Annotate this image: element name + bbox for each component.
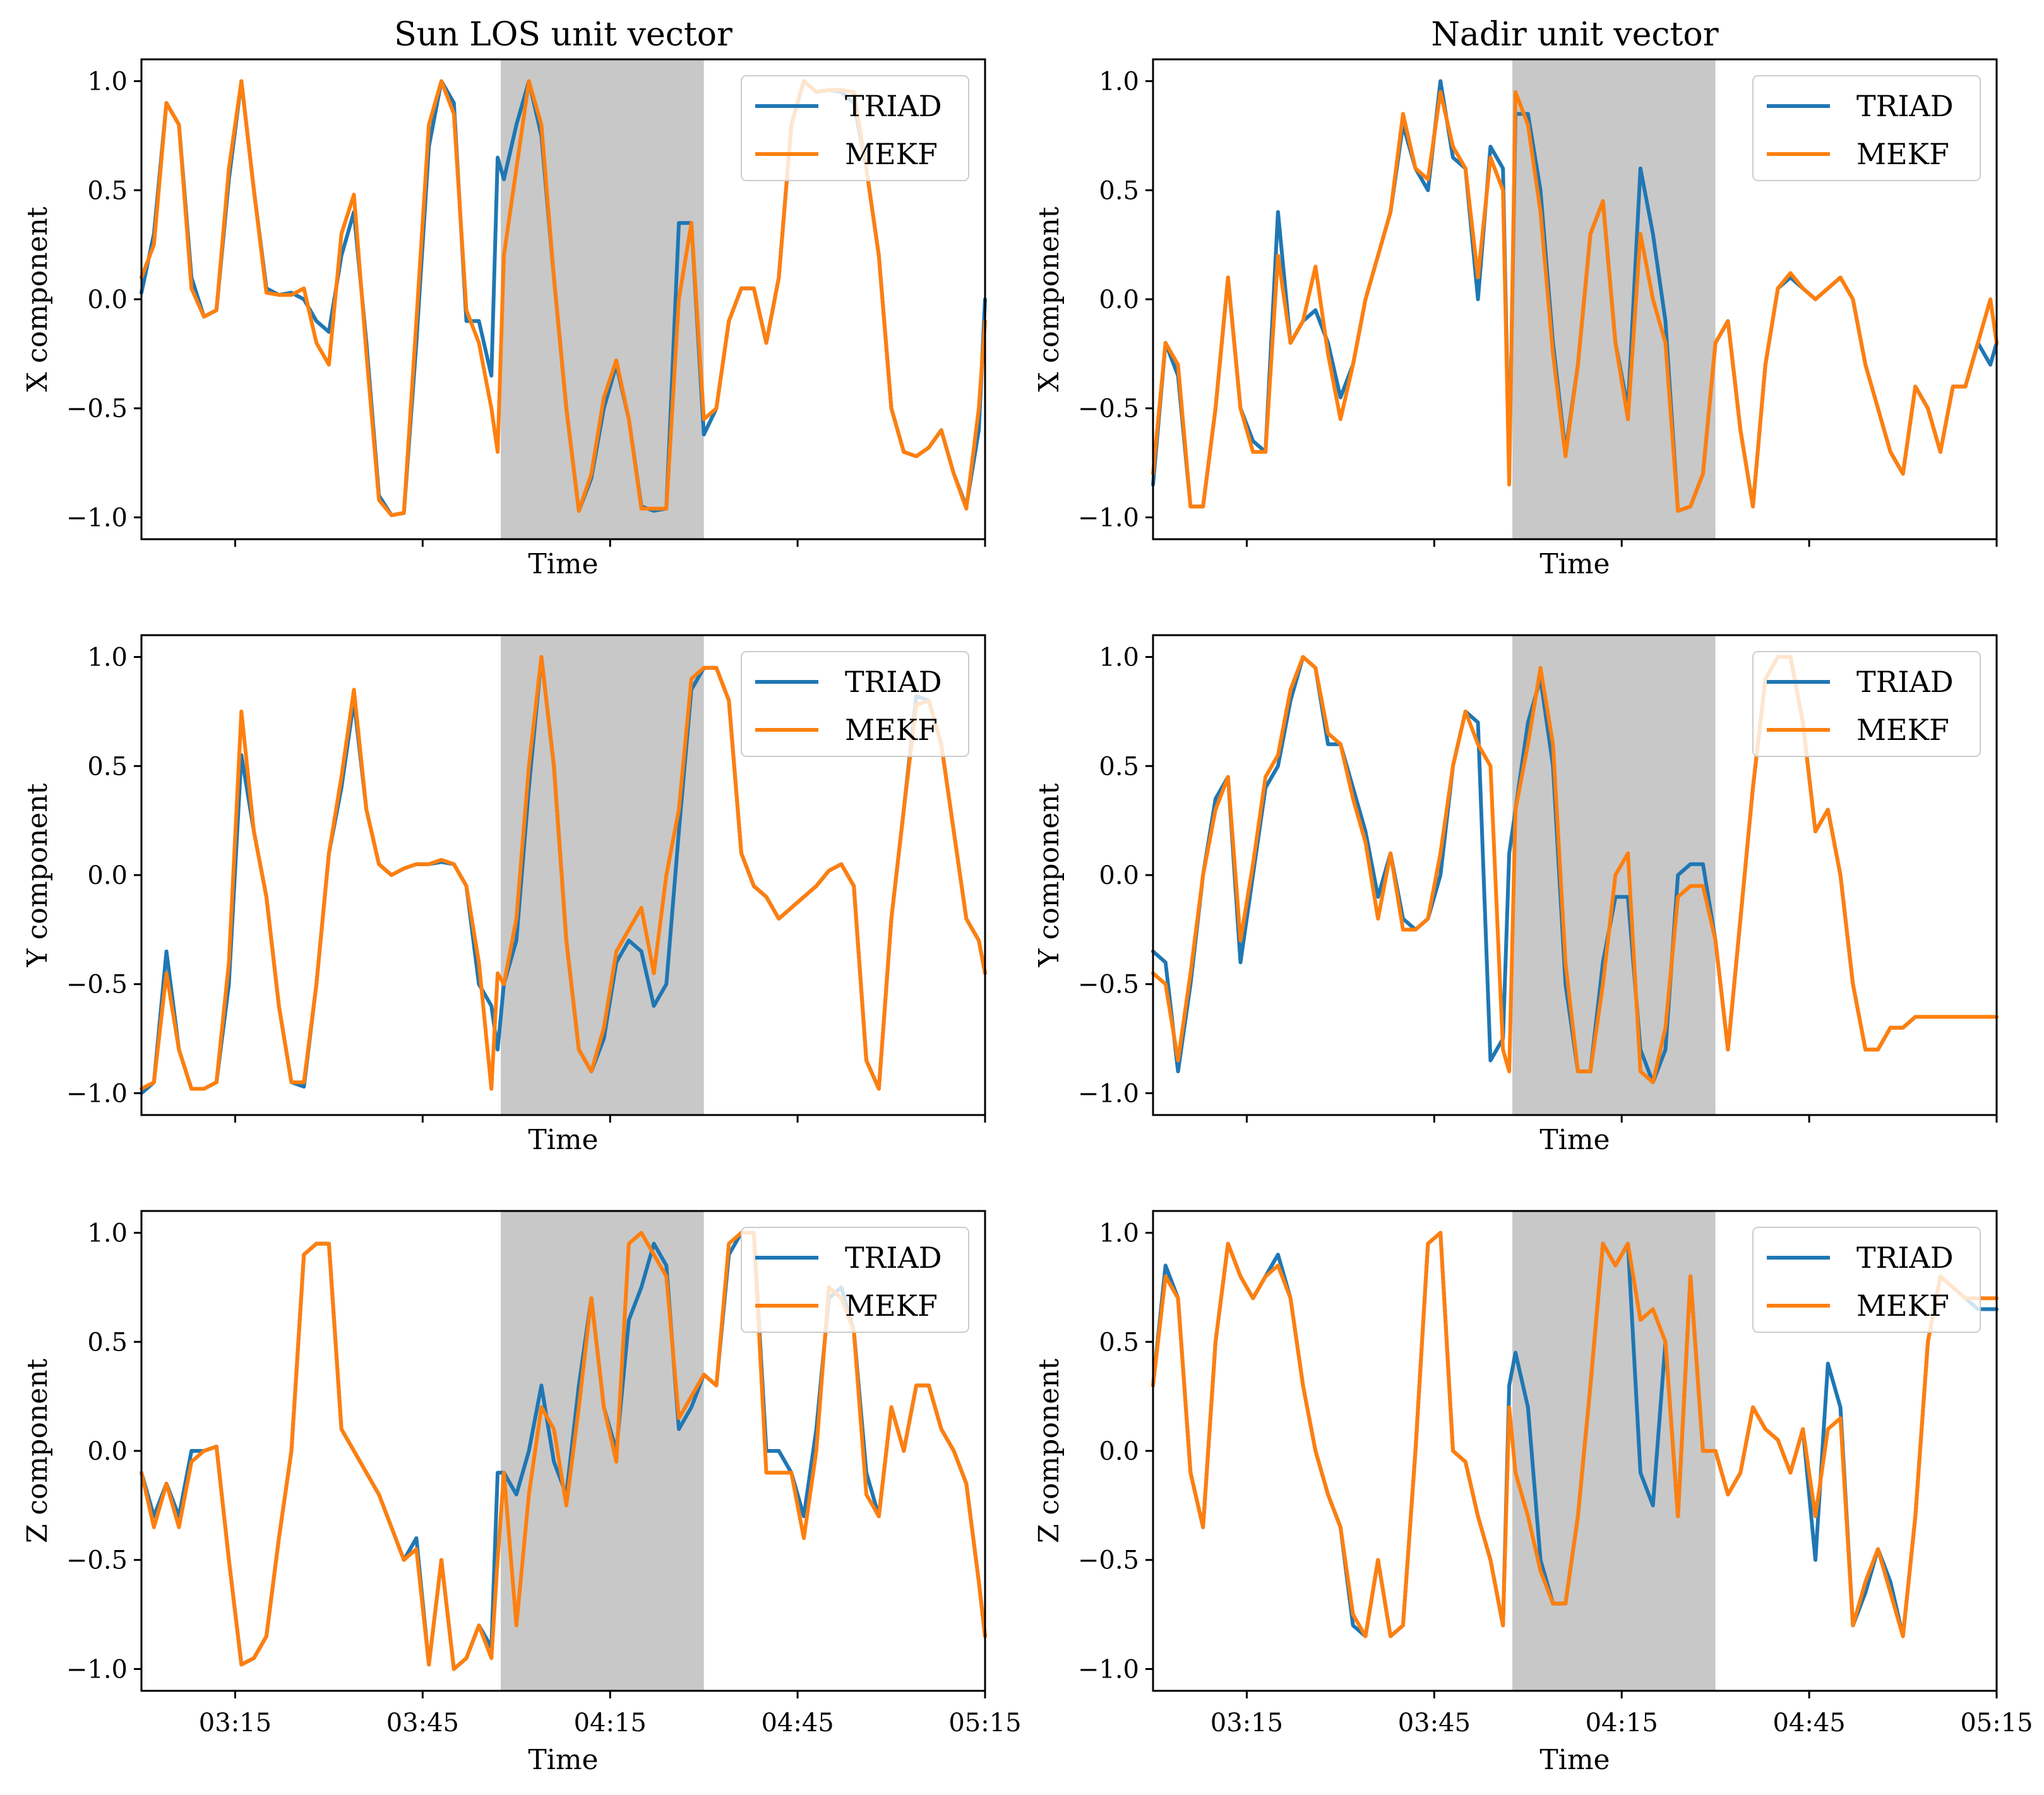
legend-label: TRIAD [845, 89, 942, 123]
panel-nadir-y: −1.0 −0.5 0.0 0.5 1.0 Time Y component TRIAD MEK… [1033, 634, 1999, 1156]
legend: TRIAD MEKF [741, 1227, 969, 1333]
x-tick-label: 05:15 [948, 1709, 1021, 1738]
panel-sun-y: −1.0 −0.5 0.0 0.5 1.0 Time Y component TRIAD MEK… [21, 634, 987, 1156]
x-tick-label: 05:15 [1960, 1709, 2033, 1738]
x-tick-label: 03:15 [199, 1709, 272, 1738]
x-tick-label: 03:45 [386, 1709, 459, 1738]
y-tick-label: 1.0 [1099, 643, 1139, 672]
y-tick-label: −1.0 [1078, 1655, 1139, 1684]
legend-label: TRIAD [1856, 1241, 1954, 1275]
series-line-mekf [1151, 1231, 1999, 1638]
shaded-region [1512, 59, 1716, 539]
y-axis-label: Y component [21, 783, 54, 967]
legend: TRIAD MEKF [741, 75, 969, 181]
y-tick-label: 1.0 [1099, 68, 1139, 97]
y-tick-label: 0.5 [87, 1328, 128, 1357]
y-tick-label: 0.0 [1099, 861, 1139, 890]
series-line-mekf [140, 655, 987, 1091]
x-tick-label: 04:15 [574, 1709, 647, 1738]
legend-label: TRIAD [1856, 665, 1954, 699]
y-tick-label: 0.0 [87, 285, 128, 314]
y-tick-label: −0.5 [66, 1546, 128, 1575]
x-tick-label: 03:15 [1210, 1709, 1283, 1738]
x-axis-label: Time [528, 1124, 598, 1156]
x-axis-label: Time [1539, 1744, 1610, 1776]
legend: TRIAD MEKF [1752, 75, 1981, 181]
panel-sun-x: −1.0 −0.5 0.0 0.5 1.0 Time X component TRIAD MEK… [21, 58, 987, 580]
x-tick-label: 03:45 [1398, 1709, 1471, 1738]
y-axis-label: X component [21, 206, 54, 392]
column-title: Nadir unit vector [1431, 16, 1718, 54]
y-tick-label: 0.5 [1099, 176, 1139, 205]
legend-label: TRIAD [845, 665, 942, 699]
y-tick-label: 1.0 [87, 1219, 128, 1248]
legend-label: MEKF [845, 1289, 938, 1323]
y-tick-label: 0.5 [1099, 752, 1139, 781]
panel-nadir-x: −1.0 −0.5 0.0 0.5 1.0 Time X component TRIAD MEK… [1033, 58, 1999, 580]
y-tick-label: −0.5 [66, 395, 128, 424]
x-axis-label: Time [1539, 548, 1610, 580]
legend: TRIAD MEKF [1752, 1227, 1981, 1333]
y-tick-label: −0.5 [1078, 970, 1139, 999]
y-tick-label: 1.0 [87, 643, 128, 672]
x-axis-label: Time [528, 1744, 598, 1776]
y-tick-label: −1.0 [1078, 503, 1139, 532]
y-tick-label: −1.0 [66, 1655, 128, 1684]
y-tick-label: 0.0 [87, 1437, 128, 1466]
y-tick-label: 0.0 [87, 861, 128, 890]
panel-nadir-z: −1.0 −0.5 0.0 0.5 1.0 03:15 03:45 04:15 04:45 05:… [1033, 1210, 2033, 1776]
y-tick-label: 0.5 [1099, 1328, 1139, 1357]
x-axis-label: Time [1539, 1124, 1610, 1156]
x-axis-label: Time [528, 548, 598, 580]
y-tick-label: −0.5 [66, 970, 128, 999]
shaded-region [501, 1211, 704, 1691]
y-tick-label: 1.0 [87, 68, 128, 97]
y-tick-label: 0.5 [87, 176, 128, 205]
legend-label: MEKF [1856, 137, 1949, 171]
y-tick-label: −0.5 [1078, 1546, 1139, 1575]
shaded-region [1512, 1211, 1716, 1691]
x-tick-label: 04:45 [761, 1709, 834, 1738]
x-tick-label: 04:45 [1772, 1709, 1845, 1738]
y-tick-label: 1.0 [1099, 1219, 1139, 1248]
panel-sun-z: −1.0 −0.5 0.0 0.5 1.0 03:15 03:45 04:15 04:45 05:… [21, 1210, 1022, 1776]
y-tick-label: −0.5 [1078, 395, 1139, 424]
y-tick-label: 0.0 [1099, 285, 1139, 314]
legend-label: MEKF [1856, 713, 1949, 747]
legend-label: MEKF [845, 713, 938, 747]
legend-label: TRIAD [845, 1241, 942, 1275]
legend-label: MEKF [845, 137, 938, 171]
y-tick-label: 0.5 [87, 752, 128, 781]
y-axis-label: X component [1033, 206, 1065, 392]
x-tick-label: 04:15 [1586, 1709, 1658, 1738]
y-tick-label: −1.0 [66, 1079, 128, 1108]
legend-label: MEKF [1856, 1289, 1949, 1323]
y-axis-label: Z component [21, 1358, 54, 1543]
y-axis-label: Y component [1033, 783, 1065, 967]
legend: TRIAD MEKF [1752, 651, 1981, 757]
y-tick-label: 0.0 [1099, 1437, 1139, 1466]
y-tick-label: −1.0 [1078, 1079, 1139, 1108]
legend-label: TRIAD [1856, 89, 1954, 123]
y-tick-label: −1.0 [66, 503, 128, 532]
column-title: Sun LOS unit vector [394, 16, 732, 54]
shaded-region [501, 59, 704, 539]
series-line-mekf [1151, 90, 1999, 513]
legend: TRIAD MEKF [741, 651, 969, 757]
y-axis-label: Z component [1033, 1358, 1065, 1543]
series-line-mekf [1151, 655, 1999, 1085]
